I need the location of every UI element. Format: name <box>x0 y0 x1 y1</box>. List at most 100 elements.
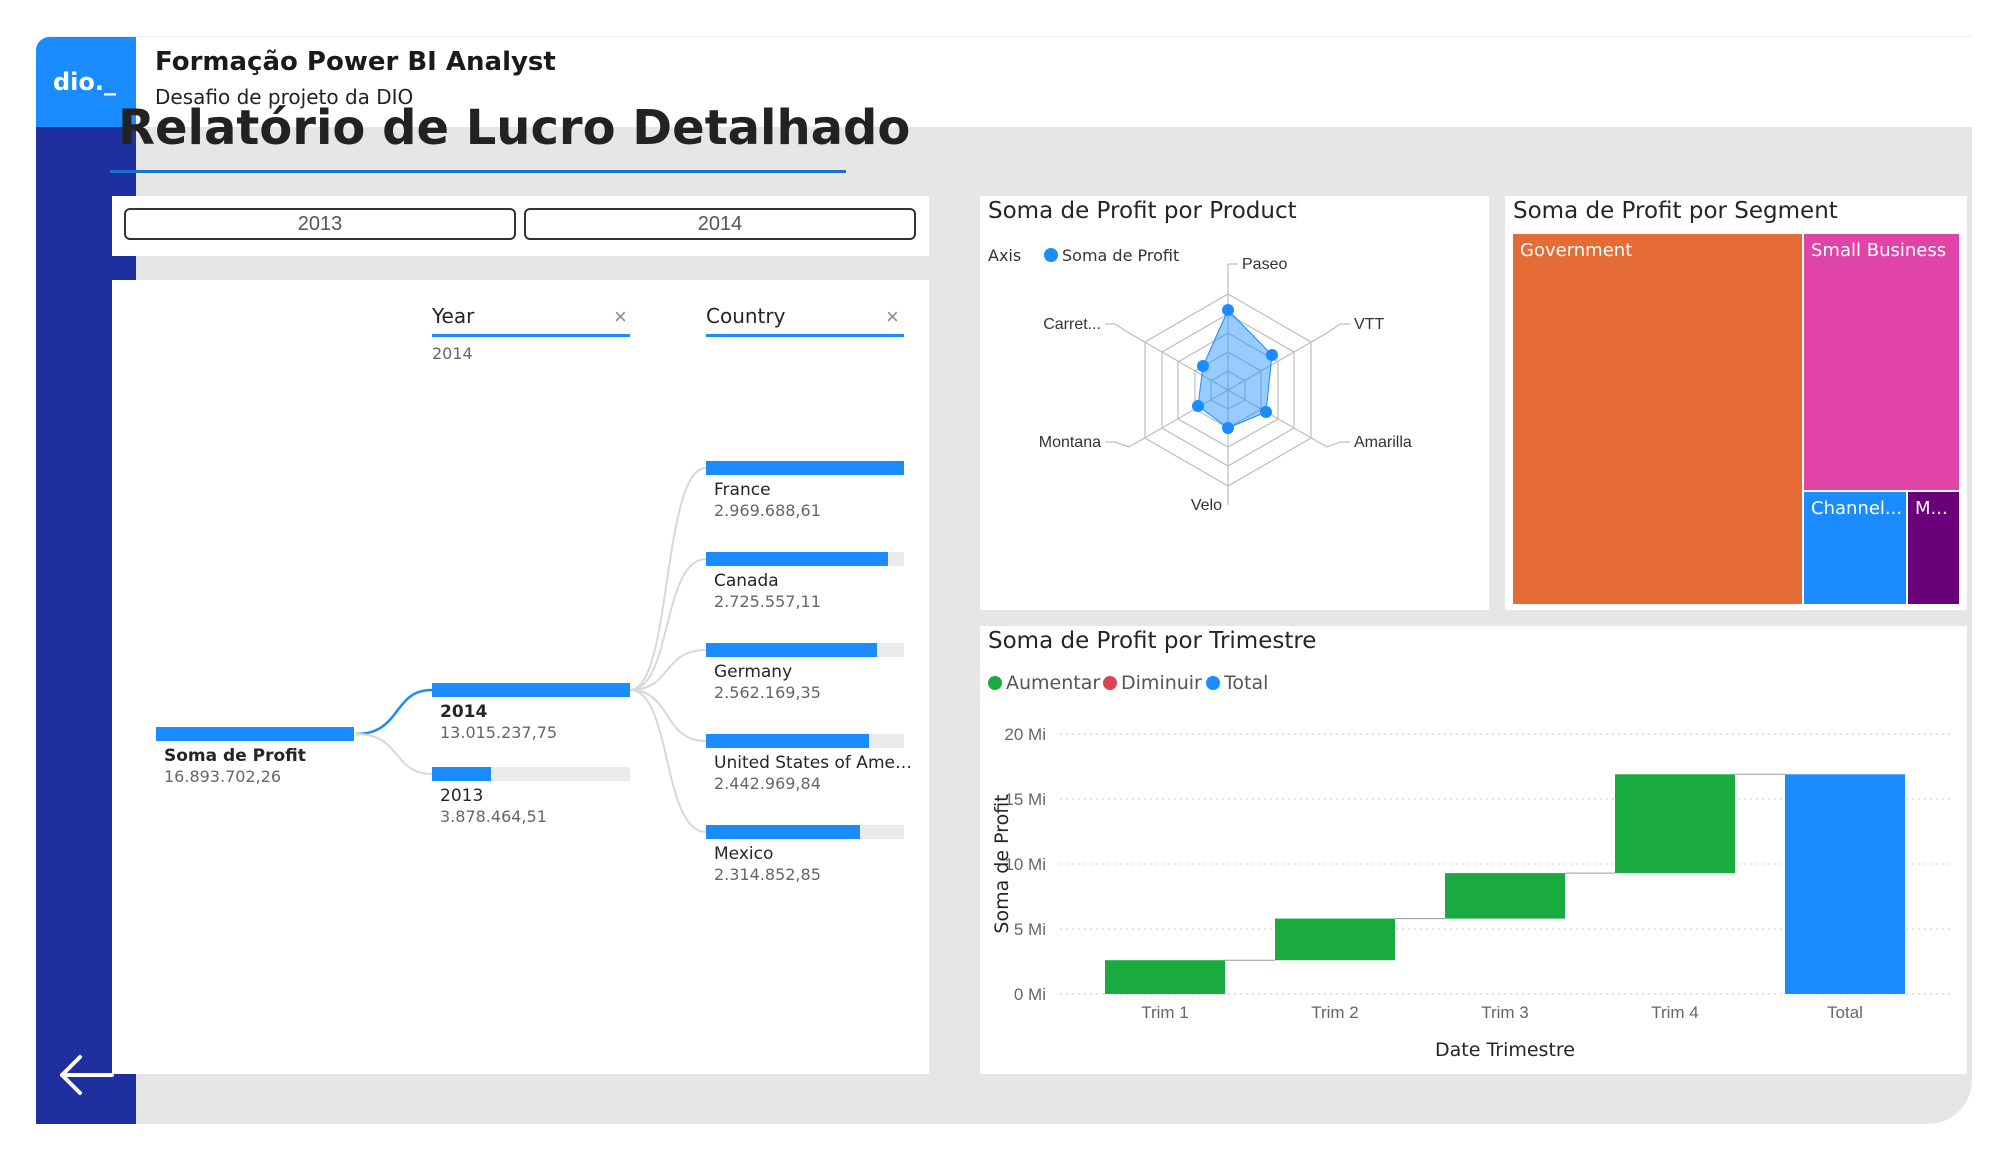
title-underline <box>110 170 846 173</box>
node-label: Mexico <box>714 844 774 864</box>
x-tick-label: Trim 4 <box>1651 1003 1699 1022</box>
waterfall-chart-card: Soma de Profit por Trimestre Aumentar Di… <box>980 626 1967 1074</box>
node-bar <box>432 683 630 697</box>
node-bar <box>706 643 877 657</box>
legend-item-aumentar[interactable]: Aumentar <box>988 672 1100 694</box>
x-tick-label: Trim 1 <box>1141 1003 1189 1022</box>
connector-2014-germany <box>629 649 707 691</box>
back-arrow-icon[interactable] <box>54 1043 118 1107</box>
radar-point-montana[interactable] <box>1192 400 1204 412</box>
waterfall-plot: 0 Mi 5 Mi 10 Mi 15 Mi 20 Mi Trim 1 Trim 2 Trim … <box>991 725 1950 1061</box>
treemap-label: Government <box>1520 240 1633 261</box>
node-label: Soma de Profit <box>164 746 306 766</box>
radar-title: Soma de Profit por Product <box>988 198 1297 224</box>
page-title: Relatório de Lucro Detalhado <box>118 100 911 156</box>
dio-logo-mark: dio._ <box>53 68 116 96</box>
legend-item-diminuir[interactable]: Diminuir <box>1103 672 1202 694</box>
treemap-cell-channel[interactable]: Channel... <box>1804 492 1906 604</box>
year-header-underline <box>432 334 630 337</box>
node-value: 2.314.852,85 <box>714 865 821 884</box>
year-slicer: 2013 2014 <box>112 196 929 256</box>
connector-2014-france <box>629 467 707 691</box>
radar-points <box>1192 304 1278 434</box>
radar-axis-label-montana: Montana <box>1039 434 1101 451</box>
tree-connectors <box>355 467 707 833</box>
node-label: Germany <box>714 662 793 682</box>
node-value: 3.878.464,51 <box>440 807 547 826</box>
y-tick-label: 5 Mi <box>1014 920 1046 939</box>
legend-label: Total <box>1224 672 1269 694</box>
x-tick-label: Total <box>1827 1003 1863 1022</box>
connector-root-2014 <box>355 688 433 736</box>
header-subtitle: Desafio de projeto da DIO <box>155 85 414 109</box>
node-bar <box>706 552 888 566</box>
treemap-cell-government[interactable]: Government <box>1513 234 1802 604</box>
bar-increase[interactable] <box>1615 774 1735 874</box>
svg-text:dio._: dio._ <box>53 68 116 96</box>
bar-increase[interactable] <box>1445 873 1565 919</box>
decomposition-tree: Year × 2014 Country × Soma de Profit 16.… <box>112 280 929 1074</box>
node-value: 2.725.557,11 <box>714 592 821 611</box>
connector-2014-usa <box>629 689 707 742</box>
legend-dot <box>1044 248 1058 262</box>
node-bar <box>706 734 869 748</box>
treemap-cell-m[interactable]: M... <box>1908 492 1959 604</box>
connector-2014-canada <box>629 558 707 691</box>
year-level-header: Year <box>432 304 475 328</box>
y-tick-label: 20 Mi <box>1004 725 1046 744</box>
remove-year-level-icon[interactable]: × <box>614 304 627 329</box>
radar-point-velo[interactable] <box>1222 422 1234 434</box>
y-tick-label: 10 Mi <box>1004 855 1046 874</box>
node-value: 13.015.237,75 <box>440 723 558 742</box>
node-label: France <box>714 480 771 500</box>
treemap-cell-small-business[interactable]: Small Business <box>1804 234 1959 490</box>
node-value: 16.893.702,26 <box>164 767 282 786</box>
radar-axis-label-paseo: Paseo <box>1242 256 1287 273</box>
bar-increase[interactable] <box>1275 918 1395 961</box>
bar-increase[interactable] <box>1105 960 1225 994</box>
x-tick-label: Trim 3 <box>1481 1003 1529 1022</box>
treemap-label: M... <box>1915 498 1948 519</box>
node-label: 2013 <box>440 786 484 806</box>
node-value: 2.969.688,61 <box>714 501 821 520</box>
radar-axis-label-carretera: Carret... <box>1043 316 1101 333</box>
connector-root-2013 <box>355 733 433 775</box>
country-header-underline <box>706 334 904 337</box>
treemap-card: Soma de Profit por Segment Government Sm… <box>1505 196 1967 610</box>
node-label: Canada <box>714 571 779 591</box>
y-tick-label: 15 Mi <box>1004 790 1046 809</box>
x-axis-title: Date Trimestre <box>1435 1039 1575 1061</box>
bar-total[interactable] <box>1785 774 1905 994</box>
radar-point-vtt[interactable] <box>1266 349 1278 361</box>
connector-2014-mexico <box>629 689 707 833</box>
radar-axis-label-amarilla: Amarilla <box>1354 434 1412 451</box>
radar-legend-series[interactable]: Soma de Profit <box>1044 246 1179 265</box>
legend-label: Aumentar <box>1006 672 1101 694</box>
node-bar <box>706 461 904 475</box>
report-header: Formação Power BI Analyst Desafio de pro… <box>136 37 1972 127</box>
treemap-title: Soma de Profit por Segment <box>1513 198 1838 224</box>
radar-point-carretera[interactable] <box>1197 360 1209 372</box>
radar-point-amarilla[interactable] <box>1260 406 1272 418</box>
node-bar <box>156 727 354 741</box>
node-label: 2014 <box>440 702 488 722</box>
legend-dot <box>1103 676 1117 690</box>
node-value: 2.442.969,84 <box>714 774 821 793</box>
legend-dot <box>988 676 1002 690</box>
radar-legend-axis: Axis <box>988 246 1022 265</box>
remove-country-level-icon[interactable]: × <box>886 304 899 329</box>
slicer-option-2014[interactable]: 2014 <box>524 208 916 240</box>
x-tick-label: Trim 2 <box>1311 1003 1359 1022</box>
y-tick-label: 0 Mi <box>1014 985 1046 1004</box>
slicer-option-2013[interactable]: 2013 <box>124 208 516 240</box>
dio-logo: dio._ <box>36 37 136 127</box>
treemap-label: Channel... <box>1811 498 1903 519</box>
radar-point-paseo[interactable] <box>1222 304 1234 316</box>
node-bar <box>706 825 861 839</box>
legend-item-total[interactable]: Total <box>1206 672 1268 694</box>
radar-axis-label-velo: Velo <box>1191 497 1222 514</box>
waterfall-title: Soma de Profit por Trimestre <box>988 628 1317 654</box>
y-axis-title: Soma de Profit <box>991 794 1013 933</box>
radar-grid <box>1105 263 1350 505</box>
node-value: 2.562.169,35 <box>714 683 821 702</box>
